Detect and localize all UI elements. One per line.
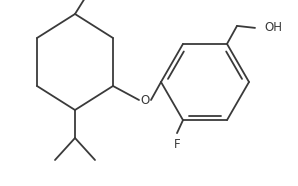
Text: O: O	[140, 94, 150, 107]
Text: OH: OH	[264, 21, 282, 34]
Text: F: F	[174, 138, 180, 151]
